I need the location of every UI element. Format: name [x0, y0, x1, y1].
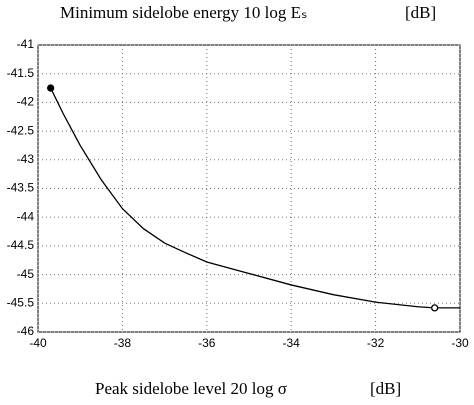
y-tick-label: -44 [17, 209, 35, 223]
chart-title: Minimum sidelobe energy 10 log Eₛ [60, 3, 307, 22]
y-tick-label: -41.5 [7, 66, 35, 80]
y-tick-label: -41 [17, 37, 35, 51]
x-tick-label: -32 [367, 336, 385, 350]
x-tick-label: -40 [29, 336, 47, 350]
point-marker [431, 304, 439, 312]
y-tick-label: -43.5 [7, 181, 35, 195]
y-tick-label: -45 [17, 267, 35, 281]
x-axis-label: Peak sidelobe level 20 log σ [95, 379, 287, 398]
y-tick-label: -44.5 [7, 238, 35, 252]
x-tick-label: -34 [283, 336, 301, 350]
plot-frame [37, 44, 461, 333]
y-tick-label: -42.5 [7, 123, 35, 137]
y-tick-label: -46 [17, 324, 35, 338]
point-marker [47, 84, 55, 92]
x-axis-unit: [dB] [370, 379, 401, 398]
y-tick-label: -45.5 [7, 295, 35, 309]
x-tick-label: -36 [198, 336, 216, 350]
x-tick-label: -38 [114, 336, 132, 350]
title-unit: [dB] [405, 3, 436, 22]
y-tick-label: -42 [17, 95, 35, 109]
line [50, 87, 460, 309]
x-tick-label: -30 [451, 336, 469, 350]
y-tick-label: -43 [17, 152, 35, 166]
